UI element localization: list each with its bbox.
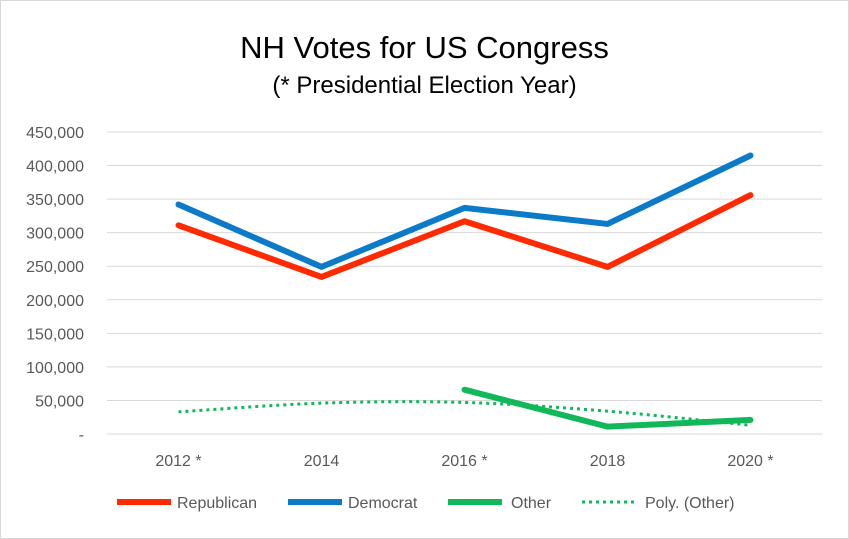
- y-axis: - 50,000 100,000 150,000 200,000 250,000 300,0…: [26, 125, 84, 444]
- legend-label: Republican: [177, 495, 257, 512]
- gridlines: [107, 131, 822, 435]
- series-line-other: [461, 386, 754, 430]
- x-axis: 2012 * 2014 2016 * 2018 2020 *: [155, 453, 773, 470]
- x-tick-label: 2012 *: [155, 453, 201, 470]
- y-tick-label: -: [79, 427, 84, 444]
- y-tick-label: 150,000: [26, 326, 84, 343]
- legend: Republican Democrat Other Poly. (Other): [117, 495, 735, 512]
- chart-subtitle: (* Presidential Election Year): [272, 72, 577, 99]
- y-tick-label: 350,000: [26, 192, 84, 209]
- series-lines: [175, 152, 754, 430]
- legend-label: Poly. (Other): [645, 495, 735, 512]
- series-line-poly-other: [178, 400, 751, 427]
- y-tick-label: 250,000: [26, 259, 84, 276]
- legend-label: Democrat: [348, 495, 418, 512]
- y-tick-label: 100,000: [26, 360, 84, 377]
- chart-title: NH Votes for US Congress: [240, 30, 609, 65]
- series-line-republican: [175, 192, 754, 280]
- y-tick-label: 300,000: [26, 226, 84, 243]
- y-tick-label: 50,000: [35, 393, 84, 410]
- series-line-democrat: [175, 152, 754, 270]
- x-tick-label: 2014: [304, 453, 340, 470]
- x-tick-label: 2018: [590, 453, 626, 470]
- x-tick-label: 2016 *: [441, 453, 487, 470]
- x-tick-label: 2020 *: [727, 453, 773, 470]
- legend-label: Other: [511, 495, 552, 512]
- y-tick-label: 450,000: [26, 125, 84, 142]
- y-tick-label: 200,000: [26, 293, 84, 310]
- y-tick-label: 400,000: [26, 159, 84, 176]
